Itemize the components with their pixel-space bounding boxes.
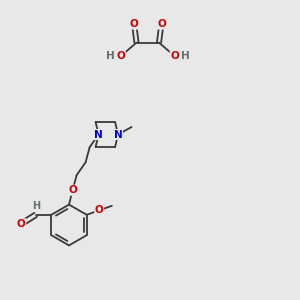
Text: O: O [68, 185, 77, 195]
Text: H: H [32, 201, 40, 212]
Text: O: O [157, 19, 166, 29]
Text: O: O [17, 219, 26, 229]
Text: N: N [114, 130, 122, 140]
Text: N: N [94, 130, 103, 140]
Text: H: H [106, 51, 115, 61]
Text: O: O [130, 19, 139, 29]
Text: O: O [95, 205, 103, 215]
Text: O: O [170, 51, 179, 61]
Text: H: H [181, 51, 190, 61]
Text: O: O [116, 51, 125, 61]
